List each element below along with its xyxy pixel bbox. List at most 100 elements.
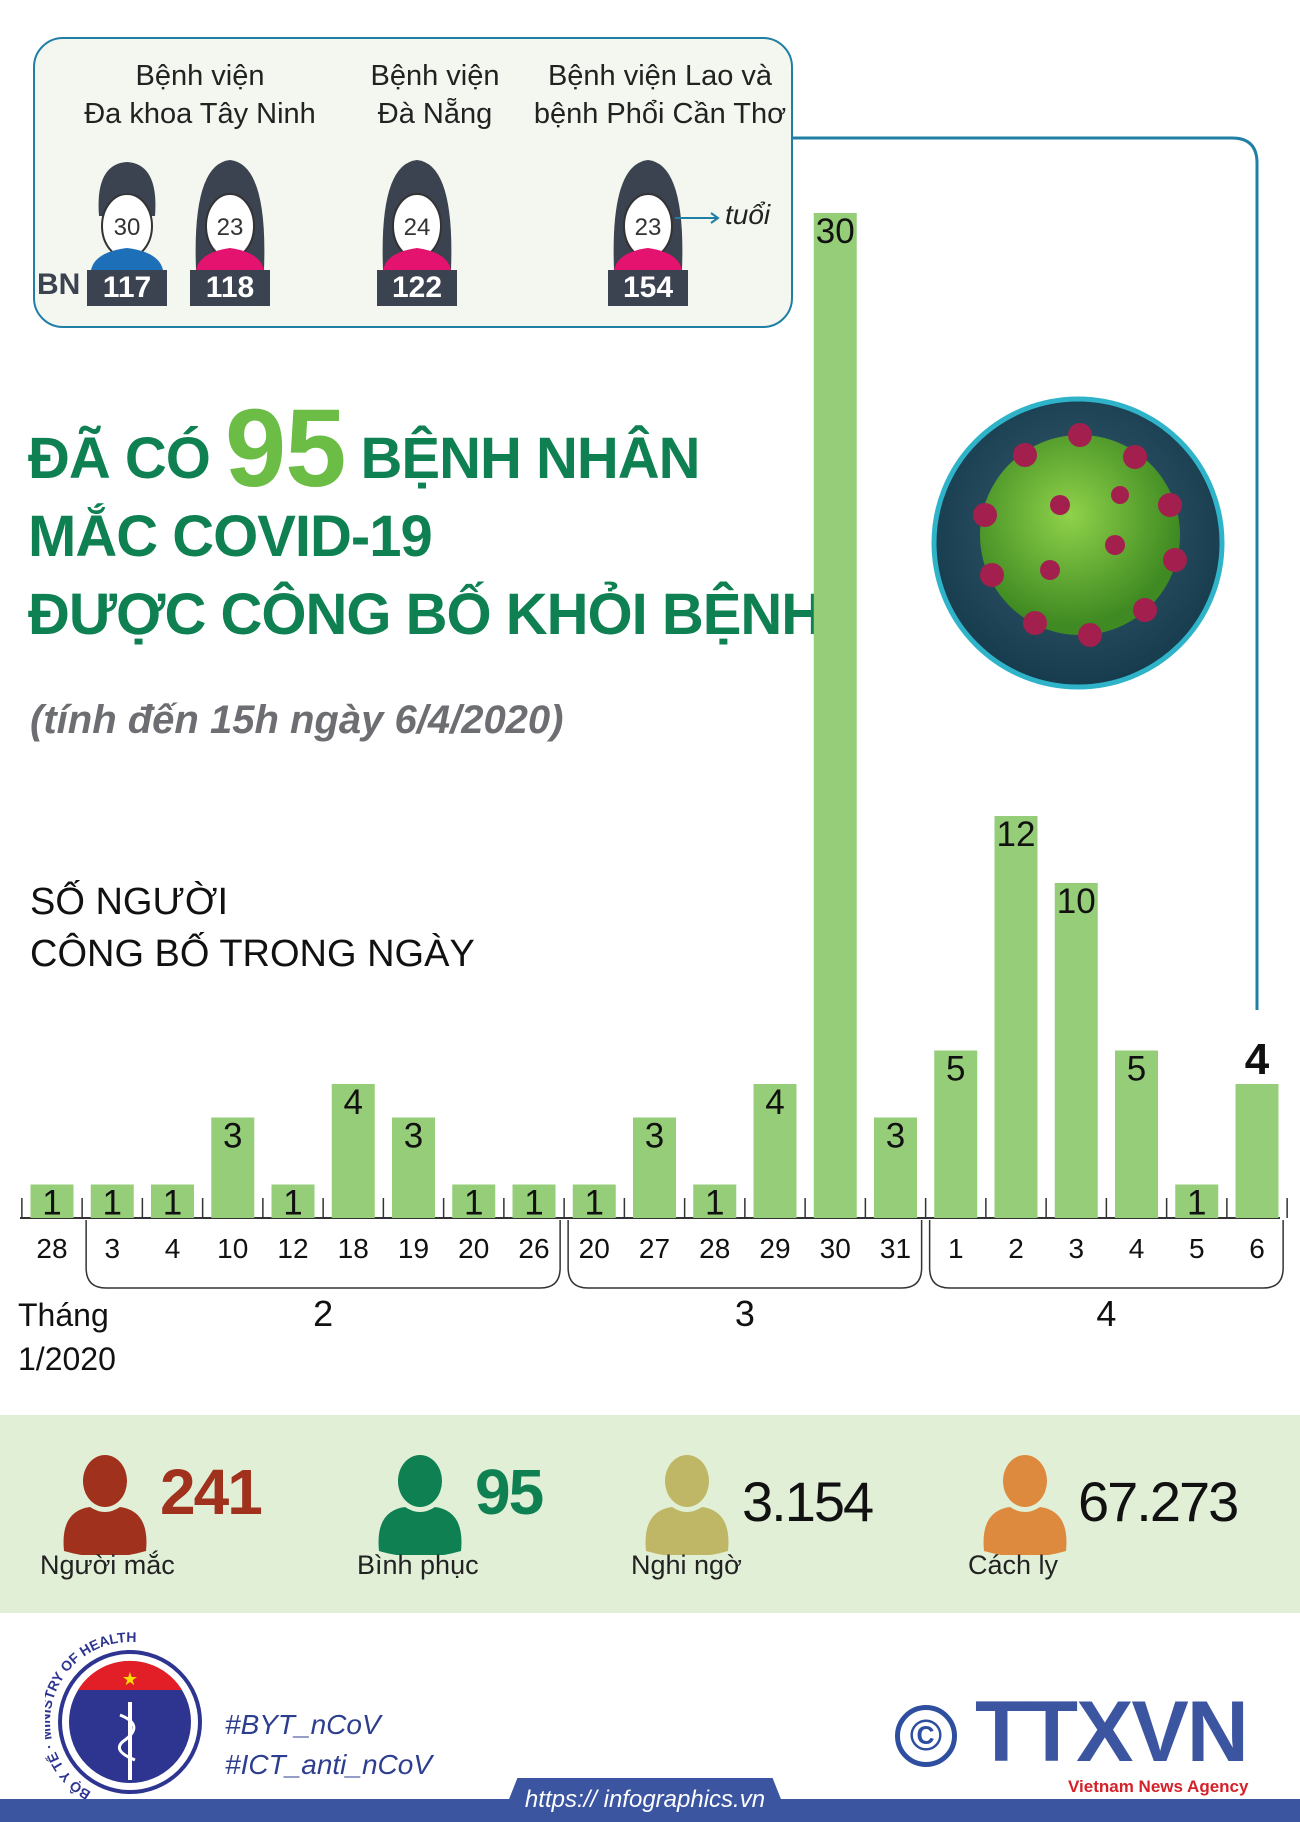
patient-age: 30: [113, 214, 141, 241]
bar-value-label: 4: [1245, 1035, 1270, 1084]
x-tick-label: 18: [338, 1233, 369, 1264]
person-icon: [645, 1455, 729, 1555]
arrow-right-icon: [675, 212, 720, 224]
ttxvn-logo: TTXVN: [975, 1684, 1249, 1780]
bar: [271, 1184, 315, 1218]
title-suffix: BỆNH NHÂN: [360, 426, 701, 491]
hospital-name: Bệnh viện: [370, 60, 500, 92]
hospital-tay-ninh: Bệnh viện Đa khoa Tây Ninh: [55, 57, 345, 133]
patient-118: 23 118: [190, 156, 270, 306]
x-tick-label: 31: [880, 1233, 911, 1264]
person-icon: [983, 1455, 1067, 1555]
bar: [633, 1117, 676, 1218]
patient-age: 23: [634, 214, 662, 241]
patient-id: 117: [87, 270, 167, 306]
stat-value: 241: [160, 1456, 263, 1528]
chart-y-label: SỐ NGƯỜI CÔNG BỐ TRONG NGÀY: [30, 876, 475, 980]
patient-122: 24 122: [377, 156, 457, 306]
x-tick-label: 27: [639, 1233, 670, 1264]
stat-label: Nghi ngờ: [631, 1550, 742, 1580]
website-link[interactable]: https:// infographics.vn: [500, 1778, 790, 1822]
bar: [1115, 1050, 1158, 1218]
bar-value-label: 4: [765, 1083, 784, 1122]
hashtag[interactable]: #BYT_nCoV: [225, 1709, 381, 1740]
bar: [753, 1084, 797, 1218]
bar: [693, 1184, 737, 1218]
x-tick-label: 30: [820, 1233, 851, 1264]
subtitle: (tính đến 15h ngày 6/4/2020): [30, 698, 564, 742]
bar: [1235, 1084, 1279, 1218]
bar: [934, 1050, 978, 1218]
x-tick-label: 3: [104, 1233, 120, 1264]
x-tick-label: 28: [699, 1233, 730, 1264]
bar-value-label: 1: [524, 1184, 543, 1223]
hashtag[interactable]: #ICT_anti_nCoV: [225, 1749, 433, 1780]
x-tick-label: 6: [1249, 1233, 1265, 1264]
bar: [151, 1184, 194, 1218]
title-number: 95: [225, 387, 346, 510]
bar-value-label: 1: [163, 1184, 182, 1223]
bar-value-label: 1: [103, 1184, 122, 1223]
x-tick-label: 26: [518, 1233, 549, 1264]
bar: [1054, 883, 1098, 1218]
bar: [1175, 1184, 1219, 1218]
month-bracket: [85, 1220, 561, 1289]
y-label-line1: SỐ NGƯỜI: [30, 881, 229, 923]
hospital-can-tho: Bệnh viện Lao và bệnh Phổi Cần Thơ: [525, 57, 795, 133]
bar: [392, 1117, 435, 1218]
daily-recoveries-bar-chart: 1281314310112418319120126120327128429303…: [18, 212, 1288, 1377]
agency-tagline: Vietnam News Agency: [1068, 1777, 1249, 1796]
female-avatar-icon: [613, 160, 683, 270]
stats-band: 241 Người mắc 95 Bình phục 3.154 Nghi ng…: [0, 1415, 1300, 1613]
bar-value-label: 5: [946, 1050, 965, 1089]
person-icon: [63, 1455, 147, 1555]
bar-value-label: 30: [816, 212, 855, 251]
x-tick-label: 20: [458, 1233, 489, 1264]
hashtags: #BYT_nCoV #ICT_anti_nCoV: [225, 1705, 432, 1785]
coronavirus-illustration: [931, 396, 1225, 690]
female-avatar-icon: [382, 160, 452, 270]
patient-154: 23 154: [608, 156, 688, 306]
bar: [874, 1117, 917, 1218]
hospital-name: Bệnh viện: [135, 60, 265, 92]
recovered-patients-box: Bệnh viện Đa khoa Tây Ninh Bệnh viện Đà …: [33, 37, 793, 328]
bar-value-label: 1: [464, 1184, 483, 1223]
bar-value-label: 3: [404, 1117, 423, 1156]
bar: [452, 1184, 496, 1218]
age-unit-label: tuổi: [725, 199, 771, 230]
stat-value: 95: [475, 1456, 544, 1528]
x-tick-label: 4: [1129, 1233, 1145, 1264]
bar-value-label: 3: [223, 1117, 242, 1156]
bar-value-label: 4: [344, 1083, 363, 1122]
hospital-name: Đa khoa Tây Ninh: [84, 98, 316, 130]
stat-value: 67.273: [1078, 1470, 1239, 1533]
bar-value-label: 1: [1187, 1184, 1206, 1223]
bar-value-label: 1: [283, 1184, 302, 1223]
stat-label: Cách ly: [968, 1550, 1059, 1580]
bar: [331, 1084, 375, 1218]
bar-value-label: 5: [1127, 1050, 1146, 1089]
ministry-of-health-logo: ★ BỘ Y TẾ · MINISTRY OF HEALTH: [45, 1630, 202, 1803]
x-tick-label: 5: [1189, 1233, 1205, 1264]
patient-age: 24: [403, 214, 431, 241]
bn-prefix: BN: [37, 268, 81, 301]
hospital-name: Bệnh viện Lao và: [547, 60, 773, 92]
y-label-line2: CÔNG BỐ TRONG NGÀY: [30, 933, 475, 975]
x-tick-label: 19: [398, 1233, 429, 1264]
x-tick-label: 12: [277, 1233, 308, 1264]
month-bracket: [928, 1220, 1284, 1289]
bar-value-label: 3: [645, 1117, 664, 1156]
month-label: 2: [313, 1293, 333, 1334]
month-label: 4: [1096, 1293, 1116, 1334]
bar-value-label: 1: [42, 1184, 61, 1223]
x-tick-label: 3: [1068, 1233, 1084, 1264]
bar-value-label: 1: [585, 1184, 604, 1223]
patient-id: 118: [190, 270, 270, 306]
bar: [512, 1184, 556, 1218]
month-bracket: [567, 1220, 923, 1289]
patient-age: 23: [216, 214, 244, 241]
stat-quarantined: 67.273 Cách ly: [968, 1415, 1268, 1613]
stat-recovered: 95 Bình phục: [355, 1415, 615, 1613]
stat-label: Người mắc: [40, 1550, 175, 1580]
person-icon: [378, 1455, 462, 1555]
